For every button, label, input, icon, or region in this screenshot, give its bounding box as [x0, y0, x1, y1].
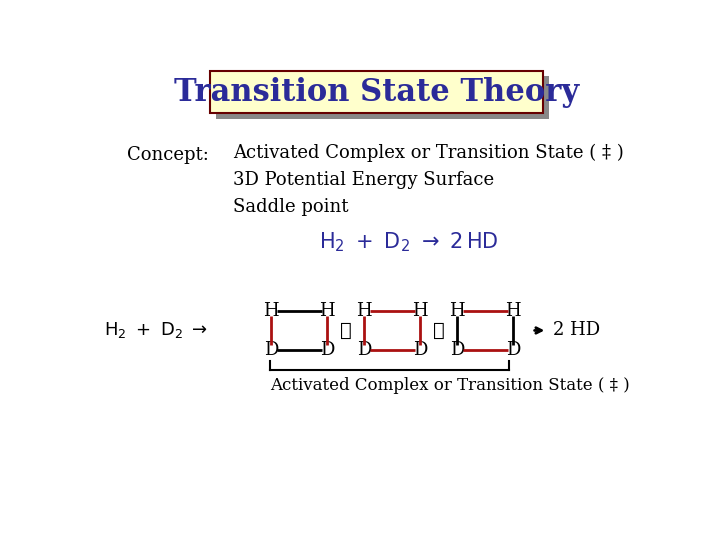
Text: ⌛: ⌛ [340, 321, 351, 340]
FancyBboxPatch shape [215, 76, 549, 119]
Text: D: D [357, 341, 372, 359]
Text: D: D [264, 341, 279, 359]
Text: H: H [320, 302, 335, 320]
Text: Saddle point: Saddle point [233, 198, 349, 216]
Text: D: D [450, 341, 464, 359]
Text: Concept:: Concept: [127, 146, 209, 164]
FancyBboxPatch shape [210, 71, 544, 113]
Text: $\mathsf{H_2\ +\ D_2\ \rightarrow}$: $\mathsf{H_2\ +\ D_2\ \rightarrow}$ [104, 320, 208, 340]
Text: Transition State Theory: Transition State Theory [174, 77, 580, 107]
Text: D: D [413, 341, 428, 359]
Text: H: H [356, 302, 372, 320]
Text: Activated Complex or Transition State ( ‡ ): Activated Complex or Transition State ( … [270, 377, 629, 394]
Text: H: H [413, 302, 428, 320]
Text: 3D Potential Energy Surface: 3D Potential Energy Surface [233, 171, 495, 189]
Text: H: H [505, 302, 521, 320]
Text: Activated Complex or Transition State ( ‡ ): Activated Complex or Transition State ( … [233, 144, 624, 163]
Text: D: D [506, 341, 521, 359]
Text: D: D [320, 341, 334, 359]
Text: 2 HD: 2 HD [554, 321, 600, 340]
Text: H: H [264, 302, 279, 320]
Text: $\mathsf{H_2\ +\ D_2\ \rightarrow\ 2\,HD}$: $\mathsf{H_2\ +\ D_2\ \rightarrow\ 2\,HD… [319, 231, 498, 254]
Text: H: H [449, 302, 465, 320]
Text: ⌛: ⌛ [433, 321, 445, 340]
